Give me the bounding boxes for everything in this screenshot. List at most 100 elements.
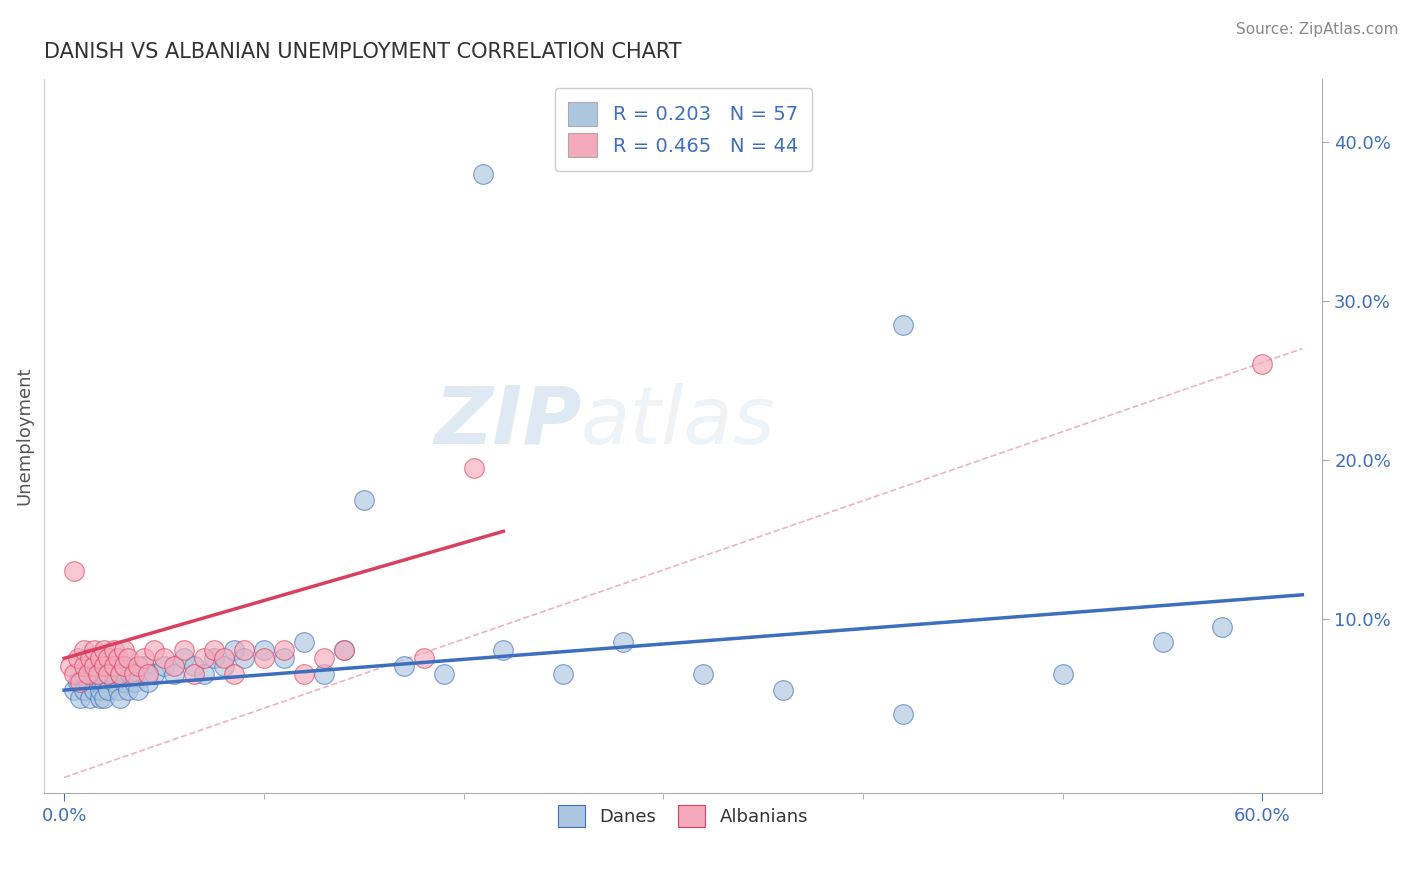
Point <box>97 651 120 665</box>
Point <box>118 667 141 681</box>
Point <box>392 659 415 673</box>
Point <box>232 643 254 657</box>
Legend: Danes, Albanians: Danes, Albanians <box>551 797 815 834</box>
Point <box>212 659 235 673</box>
Point <box>103 675 125 690</box>
Point <box>273 651 295 665</box>
Point <box>89 651 111 665</box>
Point <box>891 318 914 332</box>
Point <box>1211 619 1233 633</box>
Point <box>472 167 495 181</box>
Point <box>312 667 335 681</box>
Point <box>292 667 315 681</box>
Point <box>122 667 145 681</box>
Point <box>112 675 135 690</box>
Point <box>193 667 215 681</box>
Point <box>73 683 96 698</box>
Point <box>353 492 375 507</box>
Point <box>612 635 634 649</box>
Point <box>232 651 254 665</box>
Point <box>312 651 335 665</box>
Point <box>108 691 131 706</box>
Text: atlas: atlas <box>581 383 776 460</box>
Point <box>212 651 235 665</box>
Y-axis label: Unemployment: Unemployment <box>15 367 32 505</box>
Point <box>891 706 914 721</box>
Point <box>89 683 111 698</box>
Point <box>772 683 794 698</box>
Point <box>253 643 276 657</box>
Point <box>136 675 159 690</box>
Text: Source: ZipAtlas.com: Source: ZipAtlas.com <box>1236 22 1399 37</box>
Point <box>253 651 276 665</box>
Point <box>222 667 245 681</box>
Point <box>93 675 115 690</box>
Point <box>77 667 100 681</box>
Point <box>97 683 120 698</box>
Point <box>173 643 195 657</box>
Point <box>79 691 101 706</box>
Point <box>67 651 90 665</box>
Point <box>89 691 111 706</box>
Point <box>127 659 149 673</box>
Point <box>93 659 115 673</box>
Point <box>108 667 131 681</box>
Point <box>79 651 101 665</box>
Point <box>127 683 149 698</box>
Point <box>103 659 125 673</box>
Point <box>432 667 454 681</box>
Point <box>112 659 135 673</box>
Point <box>93 691 115 706</box>
Point <box>97 667 120 681</box>
Point <box>143 643 166 657</box>
Point <box>59 659 82 673</box>
Point <box>93 643 115 657</box>
Point <box>103 659 125 673</box>
Point <box>193 651 215 665</box>
Point <box>153 651 176 665</box>
Point <box>463 460 485 475</box>
Point <box>97 667 120 681</box>
Text: DANISH VS ALBANIAN UNEMPLOYMENT CORRELATION CHART: DANISH VS ALBANIAN UNEMPLOYMENT CORRELAT… <box>44 42 682 62</box>
Point <box>492 643 515 657</box>
Point <box>692 667 714 681</box>
Point <box>163 667 186 681</box>
Point <box>332 643 354 657</box>
Point <box>112 643 135 657</box>
Point <box>103 643 125 657</box>
Point <box>87 667 110 681</box>
Point <box>112 659 135 673</box>
Point <box>153 659 176 673</box>
Point <box>117 683 139 698</box>
Point <box>107 683 129 698</box>
Point <box>553 667 575 681</box>
Point <box>143 667 166 681</box>
Point <box>132 659 155 673</box>
Point <box>83 683 105 698</box>
Point <box>63 667 86 681</box>
Point <box>107 651 129 665</box>
Text: ZIP: ZIP <box>433 383 581 460</box>
Point <box>132 651 155 665</box>
Point <box>63 564 86 578</box>
Point <box>69 691 91 706</box>
Point <box>77 675 100 690</box>
Point <box>63 683 86 698</box>
Point <box>108 667 131 681</box>
Point <box>202 651 225 665</box>
Point <box>117 651 139 665</box>
Point <box>222 643 245 657</box>
Point <box>183 667 205 681</box>
Point <box>93 659 115 673</box>
Point <box>412 651 434 665</box>
Point <box>73 643 96 657</box>
Point <box>183 659 205 673</box>
Point <box>1052 667 1074 681</box>
Point <box>67 675 90 690</box>
Point <box>202 643 225 657</box>
Point <box>273 643 295 657</box>
Point <box>83 667 105 681</box>
Point <box>83 643 105 657</box>
Point <box>1152 635 1174 649</box>
Point <box>122 675 145 690</box>
